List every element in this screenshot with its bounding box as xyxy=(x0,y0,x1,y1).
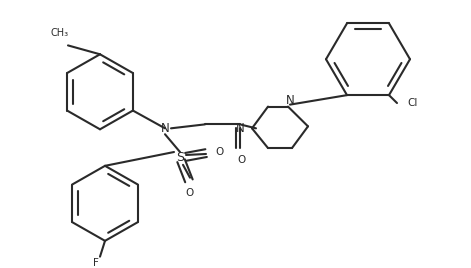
Text: F: F xyxy=(93,258,99,267)
Text: Cl: Cl xyxy=(407,98,417,108)
Text: O: O xyxy=(215,147,223,157)
Text: O: O xyxy=(238,155,246,165)
Text: N: N xyxy=(285,94,294,107)
Text: O: O xyxy=(186,188,194,199)
Text: N: N xyxy=(161,122,170,135)
Text: CH₃: CH₃ xyxy=(51,28,69,38)
Text: S: S xyxy=(176,151,184,165)
Text: N: N xyxy=(236,122,244,135)
